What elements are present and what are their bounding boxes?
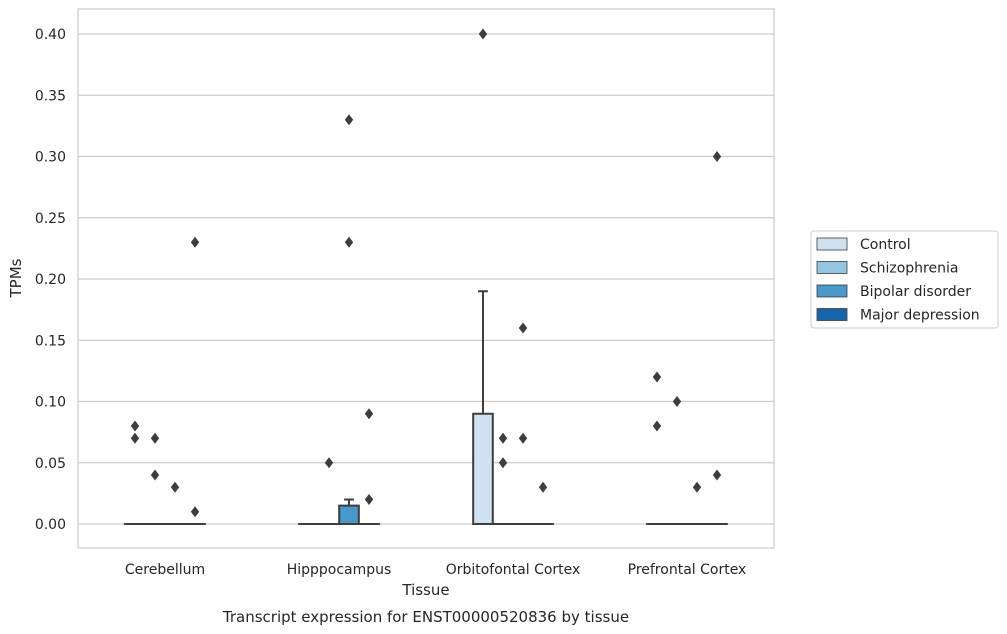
outlier-point [498,432,508,444]
y-axis-ticks: 0.00 0.05 0.10 0.15 0.20 0.25 0.30 0.35 0.40 [35,27,66,533]
x-tick-label: Hipppocampus [287,562,392,578]
y-tick-label: 0.35 [35,88,66,104]
outlier-point [518,322,528,334]
outlier-point [190,236,200,248]
outlier-point [130,432,140,444]
y-tick-label: 0.25 [35,211,66,227]
box-control [472,290,494,525]
legend-label: Schizophrenia [860,261,958,277]
outlier-point [712,151,722,162]
y-tick-label: 0.30 [35,150,66,166]
legend-swatch [816,261,848,274]
outlier-point [324,457,334,469]
box-body [472,412,494,525]
outlier-point [150,469,160,481]
outlier-point [652,420,662,432]
outlier-point [498,457,508,469]
y-tick-label: 0.40 [35,27,66,43]
y-tick-label: 0.15 [35,333,66,349]
y-tick-label: 0.00 [35,517,66,533]
outlier-point [692,481,702,493]
outlier-point [344,236,354,248]
outlier-point [652,371,662,383]
box-bipolar-disorder [338,498,360,525]
outlier-point [150,432,160,444]
y-axis-title: TPMs [7,258,25,298]
outlier-point [672,396,682,407]
outlier-point [364,494,374,505]
outlier-point [170,481,180,493]
outlier-point [190,506,200,518]
outlier-point [538,481,548,493]
outlier-point [518,432,528,444]
y-tick-label: 0.05 [35,456,66,472]
legend-swatch [816,308,848,321]
legend-label: Major depression [860,308,980,324]
x-tick-label: Orbitofontal Cortex [446,562,581,578]
legend: Control Schizophrenia Bipolar disorder Majo… [810,230,999,329]
y-tick-label: 0.10 [35,395,66,411]
outliers [130,28,722,518]
legend-swatch [816,284,848,298]
chart-caption: Transcript expression for ENST0000052083… [222,608,629,626]
boxes [124,290,728,526]
box-body [338,504,360,525]
x-axis-ticks: Cerebellum Hipppocampus Orbitofontal Corte… [125,562,746,578]
legend-swatch [816,237,848,251]
outlier-point [478,28,488,40]
legend-label: Bipolar disorder [860,284,971,300]
x-tick-label: Prefrontal Cortex [628,562,747,578]
y-tick-label: 0.20 [35,272,66,288]
outlier-point [712,469,722,481]
x-axis-title: Tissue [401,581,449,599]
legend-label: Control [860,237,911,253]
outlier-point [364,408,374,420]
outlier-point [344,114,354,126]
outlier-point [130,420,140,432]
x-tick-label: Cerebellum [125,562,205,578]
legend-frame [810,230,999,329]
